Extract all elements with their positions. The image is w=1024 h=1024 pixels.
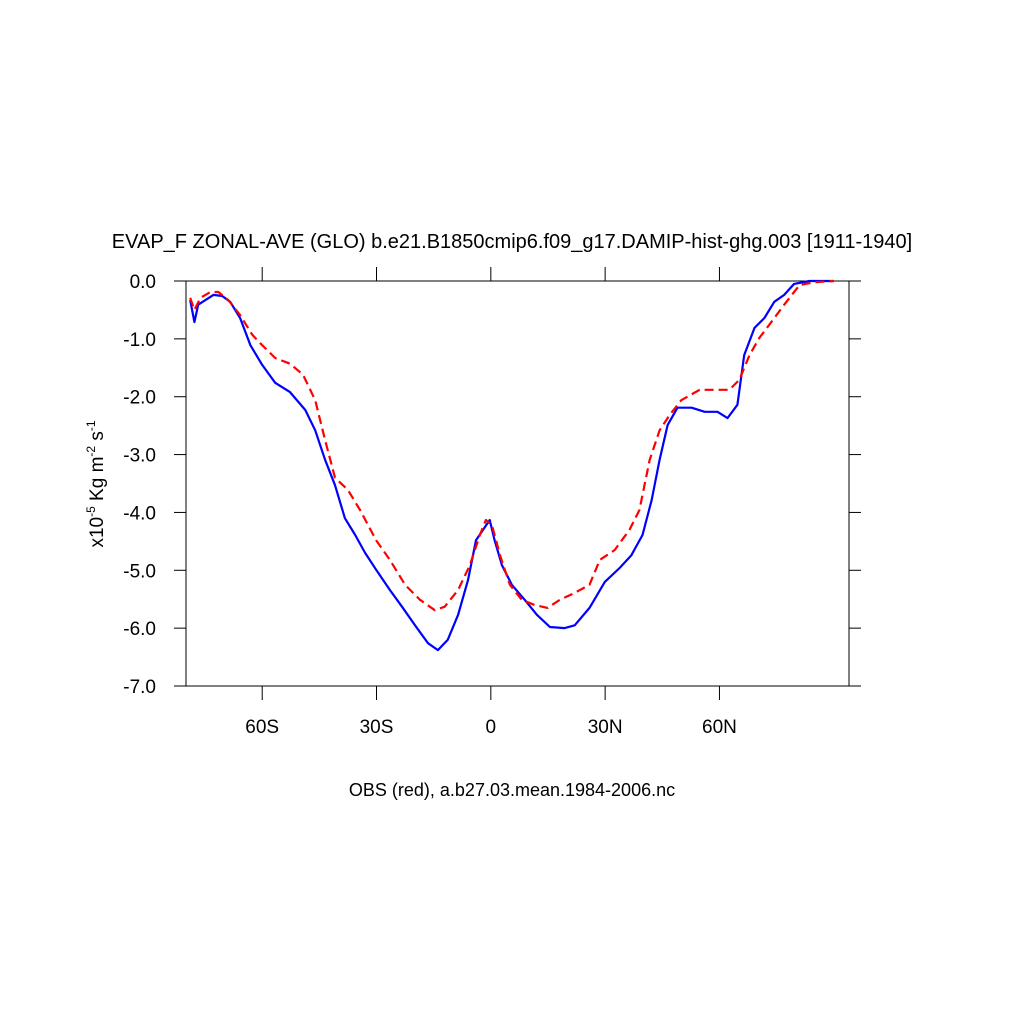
series-line: [189, 279, 834, 652]
y-tick-label: -7.0: [123, 677, 156, 698]
y-tick-label: -6.0: [123, 619, 156, 640]
y-axis-label-part: -5: [84, 506, 98, 517]
x-tick-label: 30N: [588, 717, 623, 738]
series-line: [189, 279, 834, 612]
plot-frame: [185, 280, 850, 687]
x-tick-label: 60S: [245, 717, 279, 738]
chart-title: EVAP_F ZONAL-AVE (GLO) b.e21.B1850cmip6.…: [112, 231, 912, 253]
y-axis-label-part: s: [87, 431, 108, 446]
x-tick-label: 0: [486, 717, 497, 738]
x-tick-label: 30S: [360, 717, 394, 738]
y-axis-label-part: x10: [87, 517, 108, 548]
y-axis-label-part: -2: [84, 446, 98, 457]
chart-subtitle: OBS (red), a.b27.03.mean.1984-2006.nc: [349, 780, 675, 800]
y-tick-label: -2.0: [123, 388, 156, 409]
x-tick-label: 60N: [702, 717, 737, 738]
y-axis-label: x10-5 Kg m-2 s-1: [84, 420, 108, 547]
y-tick-label: -1.0: [123, 330, 156, 351]
y-axis-label-part: -1: [84, 420, 98, 431]
y-tick-label: 0.0: [130, 272, 156, 293]
y-tick-label: -4.0: [123, 503, 156, 524]
y-axis-label-part: Kg m: [87, 457, 108, 507]
y-tick-label: -5.0: [123, 561, 156, 582]
y-tick-label: -3.0: [123, 446, 156, 467]
